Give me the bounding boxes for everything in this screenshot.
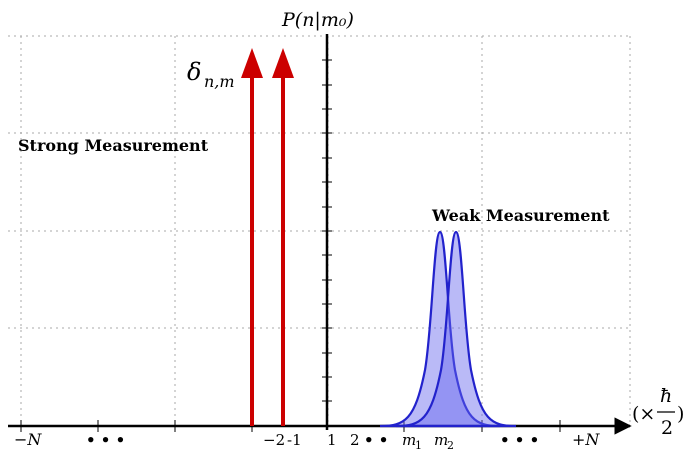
gaussian-m2	[395, 230, 517, 428]
tick-m1: m	[402, 431, 416, 449]
x-unit-suffix: )	[677, 403, 684, 425]
tick-m1-sub: 1	[415, 439, 422, 449]
delta-arrows	[241, 48, 294, 426]
delta-arrowhead-neg2	[241, 48, 263, 78]
tick-pos-dots: • • •	[500, 431, 539, 449]
tick-mid-dots: • •	[364, 431, 388, 449]
tick-neg2: −2	[263, 431, 285, 449]
tick-one: 1	[327, 431, 337, 449]
weak-measurement-label: Weak Measurement	[431, 206, 610, 225]
x-unit-label: (× ħ 2 )	[632, 385, 684, 439]
delta-label: δ n,m	[187, 58, 235, 91]
tick-neg-dots: • • •	[86, 431, 125, 449]
tick-neg-n: −N	[14, 430, 42, 449]
strong-measurement-label: Strong Measurement	[18, 136, 209, 155]
tick-neg1: -1	[287, 431, 302, 449]
weak-measurement-distributions	[379, 230, 517, 428]
tick-m2: m	[434, 431, 448, 449]
tick-pos-n: +N	[572, 430, 600, 449]
x-tick-labels: −N • • • −2 -1 1 2 • • m 1 m 2 • • • +N	[14, 430, 600, 449]
delta-subscript: n,m	[204, 72, 235, 91]
x-unit-prefix: (×	[632, 403, 655, 425]
grid	[8, 35, 631, 426]
y-axis-title: P(n|m₀)	[281, 9, 354, 31]
tick-two: 2	[350, 431, 360, 449]
gaussian-m1	[379, 230, 501, 428]
tick-m2-sub: 2	[447, 439, 454, 449]
x-unit-hbar: ħ	[660, 385, 672, 407]
y-ticks	[322, 59, 332, 402]
delta-symbol: δ	[187, 58, 201, 86]
x-unit-two: 2	[661, 417, 673, 439]
delta-arrowhead-neg1	[272, 48, 294, 78]
